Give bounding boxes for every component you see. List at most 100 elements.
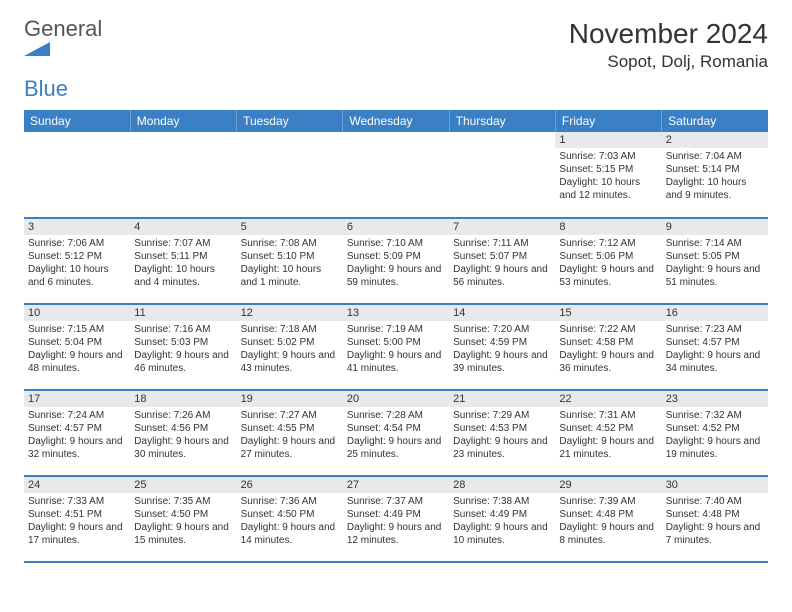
weekday-row: Sunday Monday Tuesday Wednesday Thursday… xyxy=(24,110,768,132)
day-number: 2 xyxy=(662,132,768,148)
day-number: 30 xyxy=(662,477,768,493)
day-number: 16 xyxy=(662,305,768,321)
info-daylight: Daylight: 9 hours and 17 minutes. xyxy=(28,521,126,547)
day-info: Sunrise: 7:36 AMSunset: 4:50 PMDaylight:… xyxy=(237,493,343,551)
day-number: 5 xyxy=(237,219,343,235)
info-sunset: Sunset: 5:11 PM xyxy=(134,250,232,263)
info-sunset: Sunset: 5:07 PM xyxy=(453,250,551,263)
info-daylight: Daylight: 10 hours and 1 minute. xyxy=(241,263,339,289)
calendar-cell: 23Sunrise: 7:32 AMSunset: 4:52 PMDayligh… xyxy=(662,390,768,476)
info-sunrise: Sunrise: 7:08 AM xyxy=(241,237,339,250)
calendar-cell: 30Sunrise: 7:40 AMSunset: 4:48 PMDayligh… xyxy=(662,476,768,562)
info-sunset: Sunset: 4:57 PM xyxy=(28,422,126,435)
info-sunrise: Sunrise: 7:38 AM xyxy=(453,495,551,508)
calendar-cell: 18Sunrise: 7:26 AMSunset: 4:56 PMDayligh… xyxy=(130,390,236,476)
info-sunrise: Sunrise: 7:27 AM xyxy=(241,409,339,422)
info-sunset: Sunset: 4:49 PM xyxy=(453,508,551,521)
weekday-header: Thursday xyxy=(449,110,555,132)
info-sunrise: Sunrise: 7:19 AM xyxy=(347,323,445,336)
day-info: Sunrise: 7:03 AMSunset: 5:15 PMDaylight:… xyxy=(555,148,661,206)
day-number: 6 xyxy=(343,219,449,235)
info-daylight: Daylight: 9 hours and 41 minutes. xyxy=(347,349,445,375)
info-sunset: Sunset: 5:10 PM xyxy=(241,250,339,263)
day-info: Sunrise: 7:22 AMSunset: 4:58 PMDaylight:… xyxy=(555,321,661,379)
info-sunrise: Sunrise: 7:10 AM xyxy=(347,237,445,250)
day-info: Sunrise: 7:04 AMSunset: 5:14 PMDaylight:… xyxy=(662,148,768,206)
day-number: 18 xyxy=(130,391,236,407)
calendar-row: 1Sunrise: 7:03 AMSunset: 5:15 PMDaylight… xyxy=(24,132,768,218)
info-daylight: Daylight: 9 hours and 51 minutes. xyxy=(666,263,764,289)
day-info: Sunrise: 7:26 AMSunset: 4:56 PMDaylight:… xyxy=(130,407,236,465)
calendar-cell xyxy=(24,132,130,218)
info-sunrise: Sunrise: 7:40 AM xyxy=(666,495,764,508)
day-number: 19 xyxy=(237,391,343,407)
day-info: Sunrise: 7:27 AMSunset: 4:55 PMDaylight:… xyxy=(237,407,343,465)
info-sunrise: Sunrise: 7:15 AM xyxy=(28,323,126,336)
day-number: 27 xyxy=(343,477,449,493)
day-number: 17 xyxy=(24,391,130,407)
calendar-cell: 3Sunrise: 7:06 AMSunset: 5:12 PMDaylight… xyxy=(24,218,130,304)
day-info: Sunrise: 7:10 AMSunset: 5:09 PMDaylight:… xyxy=(343,235,449,293)
calendar-cell: 19Sunrise: 7:27 AMSunset: 4:55 PMDayligh… xyxy=(237,390,343,476)
day-info: Sunrise: 7:39 AMSunset: 4:48 PMDaylight:… xyxy=(555,493,661,551)
day-info: Sunrise: 7:37 AMSunset: 4:49 PMDaylight:… xyxy=(343,493,449,551)
calendar-cell: 11Sunrise: 7:16 AMSunset: 5:03 PMDayligh… xyxy=(130,304,236,390)
info-sunset: Sunset: 5:05 PM xyxy=(666,250,764,263)
day-number: 24 xyxy=(24,477,130,493)
day-info: Sunrise: 7:18 AMSunset: 5:02 PMDaylight:… xyxy=(237,321,343,379)
day-number: 13 xyxy=(343,305,449,321)
info-sunset: Sunset: 4:57 PM xyxy=(666,336,764,349)
day-number: 10 xyxy=(24,305,130,321)
day-info: Sunrise: 7:24 AMSunset: 4:57 PMDaylight:… xyxy=(24,407,130,465)
info-daylight: Daylight: 9 hours and 32 minutes. xyxy=(28,435,126,461)
logo-word2: Blue xyxy=(24,76,68,101)
info-sunset: Sunset: 5:02 PM xyxy=(241,336,339,349)
weekday-header: Wednesday xyxy=(343,110,449,132)
calendar-page: General Blue November 2024 Sopot, Dolj, … xyxy=(0,0,792,581)
day-number: 4 xyxy=(130,219,236,235)
day-info: Sunrise: 7:40 AMSunset: 4:48 PMDaylight:… xyxy=(662,493,768,551)
logo: General Blue xyxy=(24,18,102,100)
header: General Blue November 2024 Sopot, Dolj, … xyxy=(24,18,768,100)
info-daylight: Daylight: 9 hours and 48 minutes. xyxy=(28,349,126,375)
info-sunrise: Sunrise: 7:20 AM xyxy=(453,323,551,336)
day-info: Sunrise: 7:08 AMSunset: 5:10 PMDaylight:… xyxy=(237,235,343,293)
info-sunrise: Sunrise: 7:32 AM xyxy=(666,409,764,422)
info-daylight: Daylight: 9 hours and 34 minutes. xyxy=(666,349,764,375)
calendar-cell: 14Sunrise: 7:20 AMSunset: 4:59 PMDayligh… xyxy=(449,304,555,390)
calendar-cell: 10 Sunrise: 7:15 AMSunset: 5:04 PMDayligh… xyxy=(24,304,130,390)
calendar-cell: 27Sunrise: 7:37 AMSunset: 4:49 PMDayligh… xyxy=(343,476,449,562)
info-daylight: Daylight: 10 hours and 6 minutes. xyxy=(28,263,126,289)
day-info: Sunrise: 7:33 AMSunset: 4:51 PMDaylight:… xyxy=(24,493,130,551)
calendar-cell: 2Sunrise: 7:04 AMSunset: 5:14 PMDaylight… xyxy=(662,132,768,218)
info-daylight: Daylight: 9 hours and 27 minutes. xyxy=(241,435,339,461)
calendar-cell: 9Sunrise: 7:14 AMSunset: 5:05 PMDaylight… xyxy=(662,218,768,304)
info-sunrise: Sunrise: 7:31 AM xyxy=(559,409,657,422)
day-info: Sunrise: 7:29 AMSunset: 4:53 PMDaylight:… xyxy=(449,407,555,465)
info-sunset: Sunset: 4:53 PM xyxy=(453,422,551,435)
info-daylight: Daylight: 10 hours and 12 minutes. xyxy=(559,176,657,202)
logo-text: General Blue xyxy=(24,18,102,100)
calendar-cell: 8Sunrise: 7:12 AMSunset: 5:06 PMDaylight… xyxy=(555,218,661,304)
info-sunrise: Sunrise: 7:39 AM xyxy=(559,495,657,508)
info-sunrise: Sunrise: 7:03 AM xyxy=(559,150,657,163)
info-daylight: Daylight: 9 hours and 7 minutes. xyxy=(666,521,764,547)
calendar-cell: 28Sunrise: 7:38 AMSunset: 4:49 PMDayligh… xyxy=(449,476,555,562)
calendar-cell: 21Sunrise: 7:29 AMSunset: 4:53 PMDayligh… xyxy=(449,390,555,476)
day-info: Sunrise: 7:11 AMSunset: 5:07 PMDaylight:… xyxy=(449,235,555,293)
day-number: 9 xyxy=(662,219,768,235)
weekday-header: Saturday xyxy=(662,110,768,132)
calendar-table: Sunday Monday Tuesday Wednesday Thursday… xyxy=(24,110,768,563)
info-sunrise: Sunrise: 7:23 AM xyxy=(666,323,764,336)
calendar-cell: 13Sunrise: 7:19 AMSunset: 5:00 PMDayligh… xyxy=(343,304,449,390)
info-sunrise: Sunrise: 7:11 AM xyxy=(453,237,551,250)
day-number: 22 xyxy=(555,391,661,407)
info-sunset: Sunset: 4:52 PM xyxy=(666,422,764,435)
info-daylight: Daylight: 9 hours and 21 minutes. xyxy=(559,435,657,461)
info-sunset: Sunset: 4:48 PM xyxy=(559,508,657,521)
day-number: 14 xyxy=(449,305,555,321)
info-sunset: Sunset: 5:04 PM xyxy=(28,336,126,349)
info-daylight: Daylight: 9 hours and 15 minutes. xyxy=(134,521,232,547)
day-info: Sunrise: 7:35 AMSunset: 4:50 PMDaylight:… xyxy=(130,493,236,551)
day-number: 20 xyxy=(343,391,449,407)
